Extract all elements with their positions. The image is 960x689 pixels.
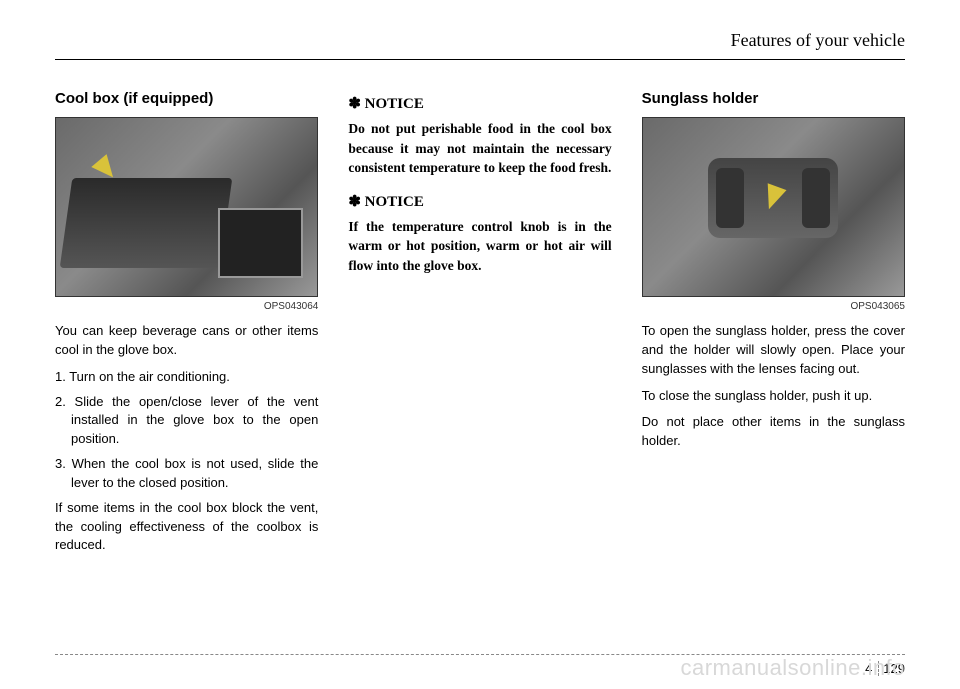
sunglass-p2: To close the sunglass holder, push it up… — [642, 387, 905, 406]
step-3: 3. When the cool box is not used, slide … — [55, 455, 318, 493]
sunglass-photo — [642, 117, 905, 297]
cool-box-note: If some items in the cool box block the … — [55, 499, 318, 556]
chapter-header: Features of your vehicle — [55, 30, 905, 60]
sunglass-p1: To open the sunglass holder, press the c… — [642, 322, 905, 379]
cool-box-intro: You can keep beverage cans or other item… — [55, 322, 318, 360]
notice-header-2: ✽ NOTICE — [348, 192, 611, 211]
column-2: ✽ NOTICE Do not put perishable food in t… — [348, 90, 611, 563]
notice-label-1: NOTICE — [365, 96, 424, 112]
notice-symbol-2: ✽ — [348, 194, 361, 210]
glove-box-shape — [60, 178, 233, 268]
manual-page: Features of your vehicle Cool box (if eq… — [0, 0, 960, 689]
notice-body-1: Do not put perishable food in the cool b… — [348, 119, 611, 178]
sunglass-title: Sunglass holder — [642, 90, 905, 107]
cool-box-title: Cool box (if equipped) — [55, 90, 318, 107]
step-1: 1. Turn on the air conditioning. — [55, 368, 318, 387]
column-1: Cool box (if equipped) OPS043064 You can… — [55, 90, 318, 563]
notice-header-1: ✽ NOTICE — [348, 94, 611, 113]
column-3: Sunglass holder OPS043065 To open the su… — [642, 90, 905, 563]
inset-photo — [218, 208, 303, 278]
console-button-left — [716, 168, 744, 228]
cool-box-photo — [55, 117, 318, 297]
photo-code-2: OPS043065 — [642, 301, 905, 312]
sunglass-p3: Do not place other items in the sunglass… — [642, 413, 905, 451]
notice-label-2: NOTICE — [365, 194, 424, 210]
step-2: 2. Slide the open/close lever of the ven… — [55, 393, 318, 450]
photo-code-1: OPS043064 — [55, 301, 318, 312]
chapter-title: Features of your vehicle — [731, 30, 905, 50]
notice-symbol-1: ✽ — [348, 96, 361, 112]
console-button-right — [802, 168, 830, 228]
notice-body-2: If the temperature control knob is in th… — [348, 217, 611, 276]
watermark: carmanualsonline.info — [680, 655, 905, 681]
content-columns: Cool box (if equipped) OPS043064 You can… — [55, 90, 905, 563]
